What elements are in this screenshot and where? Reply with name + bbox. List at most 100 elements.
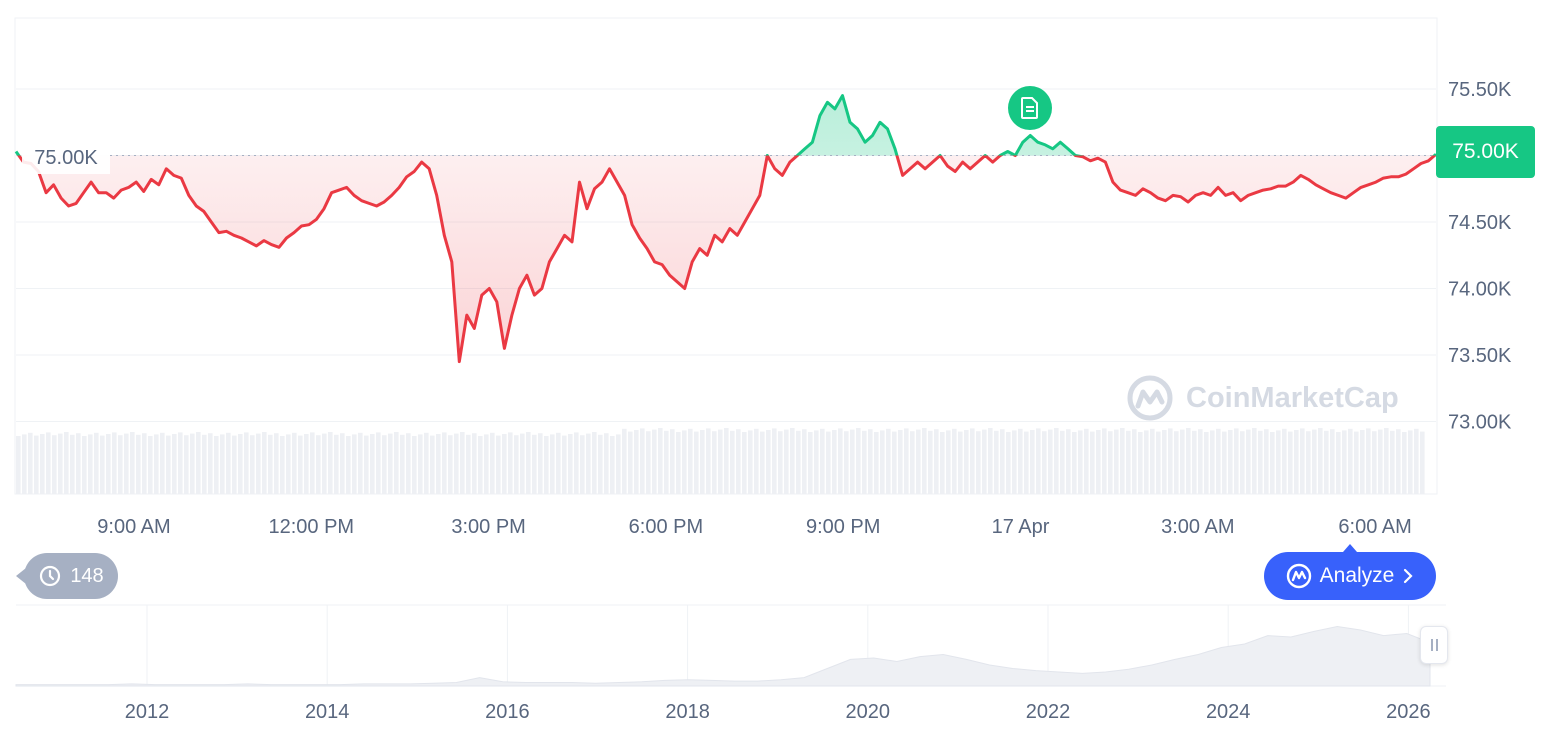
volume-bar xyxy=(202,434,207,494)
volume-bar xyxy=(256,433,261,494)
volume-bar xyxy=(514,435,519,494)
volume-bar xyxy=(46,432,51,494)
volume-bar xyxy=(658,428,663,494)
volume-bar xyxy=(412,436,417,494)
volume-bar xyxy=(52,435,57,494)
volume-bar xyxy=(220,434,225,494)
volume-bar xyxy=(1102,428,1107,494)
volume-bar xyxy=(262,432,267,494)
analyze-logo-icon xyxy=(1286,563,1311,589)
overview-year-label: 2024 xyxy=(1206,701,1251,723)
volume-bar xyxy=(298,435,303,494)
volume-bar xyxy=(916,429,921,494)
analyze-button[interactable]: Analyze xyxy=(1264,544,1436,600)
volume-bar xyxy=(1048,429,1053,494)
volume-bar xyxy=(898,430,903,494)
volume-bar xyxy=(454,433,459,494)
volume-bar xyxy=(1414,428,1419,494)
volume-bar xyxy=(784,429,789,494)
volume-bar xyxy=(232,435,237,494)
volume-bar xyxy=(1030,430,1035,494)
volume-bar xyxy=(532,434,537,494)
volume-bar xyxy=(130,432,135,494)
volume-bar xyxy=(550,434,555,494)
volume-bar xyxy=(874,432,879,494)
volume-bar xyxy=(838,428,843,494)
volume-bar xyxy=(886,428,891,494)
history-badge[interactable]: 148 xyxy=(16,553,118,599)
volume-bar xyxy=(400,434,405,494)
volume-bar xyxy=(850,429,855,494)
volume-bar xyxy=(34,435,39,494)
volume-bar xyxy=(652,429,657,494)
volume-bar xyxy=(628,431,633,494)
volume-bar xyxy=(376,432,381,494)
news-marker-icon[interactable] xyxy=(1008,86,1052,130)
overview-navigator[interactable]: 2012 2014 2016 2018 2020 2022 2024 2026 xyxy=(15,604,1446,723)
volume-bar xyxy=(1360,430,1365,494)
x-tick-label: 6:00 AM xyxy=(1338,516,1411,538)
volume-bar xyxy=(448,435,453,494)
volume-bar xyxy=(1084,428,1089,494)
volume-bar xyxy=(958,431,963,494)
volume-bar xyxy=(1198,429,1203,494)
volume-bar xyxy=(394,432,399,494)
volume-bar xyxy=(184,435,189,494)
document-icon xyxy=(1021,97,1038,119)
volume-bar xyxy=(382,435,387,494)
volume-bar xyxy=(214,436,219,494)
volume-bar xyxy=(280,436,285,494)
x-tick-label: 6:00 PM xyxy=(629,516,703,538)
volume-bar xyxy=(790,428,795,494)
volume-bar xyxy=(1006,432,1011,494)
volume-bar xyxy=(1072,432,1077,494)
volume-bar xyxy=(460,432,465,494)
volume-bars xyxy=(16,428,1425,494)
volume-bar xyxy=(826,431,831,494)
volume-bar xyxy=(862,430,867,494)
volume-bar xyxy=(322,433,327,494)
volume-bar xyxy=(586,433,591,494)
volume-bar xyxy=(880,430,885,494)
volume-bar xyxy=(1120,428,1125,494)
volume-bar xyxy=(1054,428,1059,494)
volume-bar xyxy=(178,432,183,494)
volume-bar xyxy=(1234,428,1239,494)
volume-bar xyxy=(904,428,909,494)
volume-bar xyxy=(946,430,951,494)
history-count: 148 xyxy=(70,564,104,587)
volume-bar xyxy=(856,428,861,494)
volume-bar xyxy=(340,433,345,494)
volume-bar xyxy=(1246,429,1251,494)
volume-bar xyxy=(310,432,315,494)
volume-bar xyxy=(964,430,969,494)
volume-bar xyxy=(388,433,393,494)
volume-bar xyxy=(1312,429,1317,494)
volume-bar xyxy=(154,434,159,494)
volume-bar xyxy=(478,436,483,494)
volume-bar xyxy=(1240,431,1245,494)
volume-bar xyxy=(1294,430,1299,494)
volume-bar xyxy=(922,428,927,494)
volume-bar xyxy=(1066,429,1071,494)
volume-bar xyxy=(580,435,585,494)
volume-bar xyxy=(646,431,651,494)
volume-bar xyxy=(1180,429,1185,494)
volume-bar xyxy=(892,431,897,494)
overview-scroll-handle[interactable] xyxy=(1420,626,1448,664)
volume-bar xyxy=(988,428,993,494)
volume-bar xyxy=(970,428,975,494)
volume-bar xyxy=(1192,430,1197,494)
volume-bar xyxy=(910,431,915,494)
volume-bar xyxy=(364,435,369,494)
volume-bar xyxy=(610,436,615,494)
volume-bar xyxy=(1024,431,1029,494)
volume-bar xyxy=(1270,432,1275,494)
volume-bar xyxy=(1096,430,1101,494)
volume-bar xyxy=(556,432,561,494)
volume-bar xyxy=(304,434,309,494)
analyze-label: Analyze xyxy=(1319,564,1395,587)
volume-bar xyxy=(1276,430,1281,494)
volume-bar xyxy=(634,430,639,494)
